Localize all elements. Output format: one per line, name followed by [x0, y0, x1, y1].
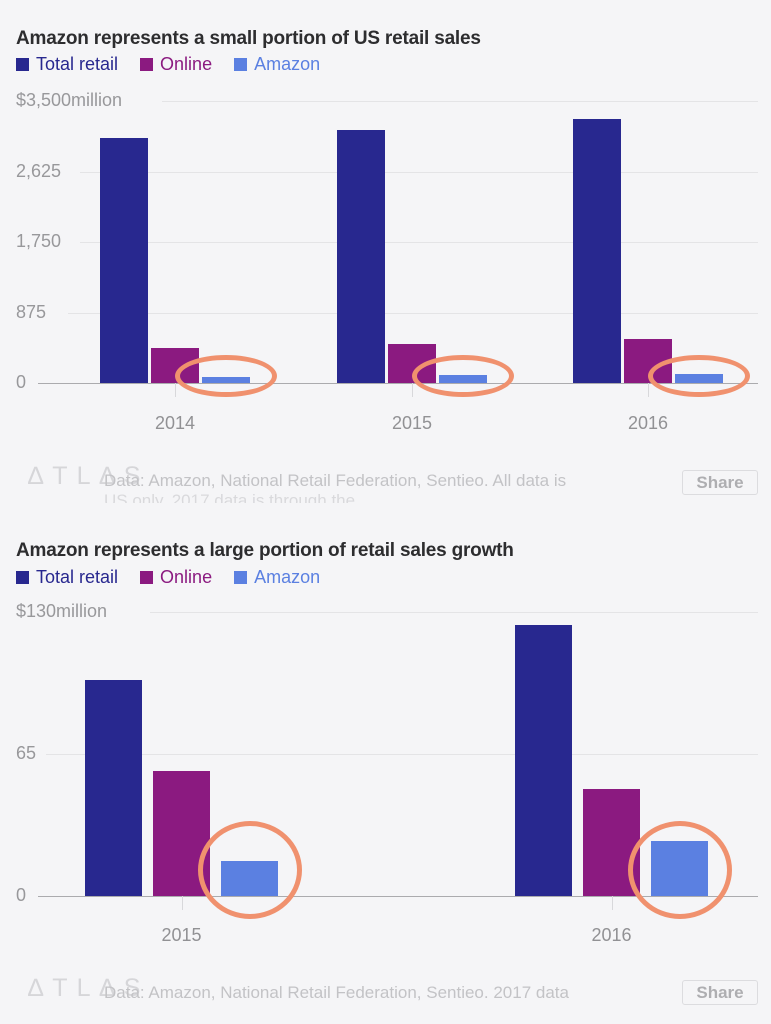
y-tick-label: $3,500million — [16, 90, 123, 110]
source-note: Data: Amazon, National Retail Federation… — [104, 983, 569, 1002]
x-tick — [175, 383, 176, 397]
share-button[interactable]: Share — [682, 470, 758, 495]
gridline — [68, 312, 758, 314]
legend-item-total-retail: Total retail — [16, 54, 118, 75]
chart-retail-growth: Amazon represents a large portion of ret… — [0, 510, 771, 1024]
y-tick-label: 0 — [16, 372, 27, 392]
bar-total-retail-2016 — [515, 625, 572, 896]
gridline — [80, 242, 758, 243]
y-tick-label: $130million — [16, 601, 108, 621]
highlight-circle-2015 — [412, 355, 514, 397]
legend-label: Online — [160, 567, 213, 587]
bar-total-retail-2015 — [85, 679, 142, 896]
bar-total-retail-2016 — [573, 118, 621, 383]
source-note-clipped: US only. 2017 data is through the — [104, 492, 356, 503]
y-tick-label: 875 — [16, 301, 47, 322]
legend-item-online: Online — [140, 567, 212, 588]
x-tick — [648, 383, 649, 397]
source-note: Data: Amazon, National Retail Federation… — [104, 471, 567, 490]
legend-label: Amazon — [254, 54, 321, 74]
legend-label: Total retail — [36, 54, 119, 74]
legend-swatch-icon — [140, 58, 154, 71]
legend-swatch-icon — [234, 571, 248, 584]
x-tick — [181, 896, 183, 910]
highlight-circle-2015 — [197, 821, 302, 919]
legend-item-amazon: Amazon — [234, 54, 320, 75]
atlas-logo: ∆TL∆S — [28, 462, 150, 490]
share-button[interactable]: Share — [682, 980, 758, 1005]
highlight-circle-2016 — [648, 355, 750, 397]
chart-legend: Total retail Online Amazon — [16, 54, 320, 75]
x-tick-label: 2014 — [154, 413, 196, 433]
x-tick-label: 2016 — [591, 925, 632, 945]
bar-total-retail-2014 — [100, 138, 148, 383]
x-tick-label: 2015 — [391, 413, 433, 433]
highlight-circle-2014 — [175, 355, 277, 397]
atlas-logo: ∆TL∆S — [28, 974, 150, 1002]
gridline — [150, 612, 758, 613]
y-tick-label: 2,625 — [16, 160, 62, 181]
legend-swatch-icon — [16, 571, 29, 584]
bar-total-retail-2015 — [337, 130, 385, 383]
legend-item-online: Online — [140, 54, 212, 75]
x-axis-baseline — [38, 383, 758, 384]
gridline — [80, 171, 758, 173]
chart-retail-sales: Amazon represents a small portion of US … — [0, 0, 771, 510]
chart-legend: Total retail Online Amazon — [16, 567, 320, 588]
legend-label: Total retail — [36, 567, 119, 587]
gridline — [162, 101, 758, 102]
legend-item-amazon: Amazon — [234, 567, 320, 588]
y-tick-label: 1,750 — [16, 231, 62, 251]
y-tick-label: 0 — [16, 885, 27, 905]
legend-swatch-icon — [234, 58, 248, 71]
chart-title: Amazon represents a large portion of ret… — [16, 539, 514, 561]
gridline — [46, 754, 758, 755]
x-tick — [611, 896, 613, 910]
legend-item-total-retail: Total retail — [16, 567, 118, 588]
y-tick-label: 65 — [16, 743, 37, 763]
legend-label: Online — [160, 54, 213, 74]
legend-swatch-icon — [16, 58, 29, 71]
highlight-circle-2016 — [627, 821, 732, 919]
x-tick-label: 2015 — [161, 925, 202, 945]
x-tick — [412, 383, 413, 397]
x-tick-label: 2016 — [627, 413, 669, 433]
x-axis-baseline — [38, 896, 758, 897]
legend-swatch-icon — [140, 571, 154, 584]
chart-title: Amazon represents a small portion of US … — [16, 27, 481, 49]
legend-label: Amazon — [254, 567, 321, 587]
